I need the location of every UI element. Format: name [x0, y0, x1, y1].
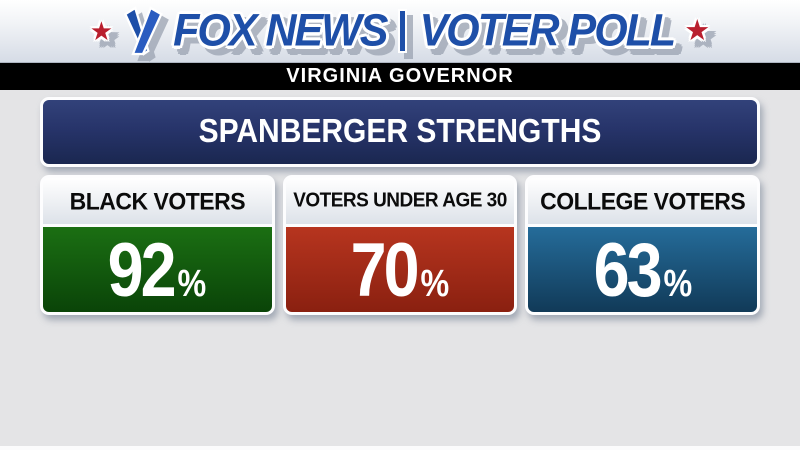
- stat-percentage: 92 %: [108, 231, 207, 307]
- stat-card-value-panel: 92 %: [43, 227, 272, 312]
- product-wordmark: VOTER POLL: [419, 5, 676, 56]
- race-banner: VIRGINIA GOVERNOR: [0, 63, 800, 90]
- top-banner: ★ FOX NEWS VOTER POLL ★: [0, 0, 800, 63]
- fox-news-voter-poll-logo: ★ FOX NEWS VOTER POLL ★: [90, 5, 710, 57]
- headline-text: SPANBERGER STRENGTHS: [198, 113, 602, 150]
- logo-divider: [400, 11, 406, 51]
- stat-card-value-panel: 63 %: [528, 227, 758, 312]
- fox-searchlight-icon: [123, 6, 163, 56]
- percent-sign: %: [420, 261, 450, 305]
- stat-card-header: VOTERS UNDER AGE 30: [285, 178, 515, 224]
- stat-card-under-30: VOTERS UNDER AGE 30 70 %: [282, 175, 518, 315]
- stat-card-college-voters: COLLEGE VOTERS 63 %: [525, 175, 761, 315]
- stat-card-value-panel: 70 %: [285, 227, 515, 312]
- percent-sign: %: [663, 261, 693, 305]
- bottom-edge-strip: [0, 446, 800, 450]
- stat-card-label: BLACK VOTERS: [69, 186, 246, 215]
- brand-wordmark: FOX NEWS: [173, 5, 388, 56]
- headline-box: SPANBERGER STRENGTHS: [40, 97, 760, 167]
- star-icon: ★: [89, 16, 114, 46]
- stat-card-black-voters: BLACK VOTERS 92 %: [40, 175, 275, 315]
- stat-cards-row: BLACK VOTERS 92 % VOTERS UNDER AGE 30 70…: [40, 175, 761, 315]
- race-title: VIRGINIA GOVERNOR: [286, 64, 514, 88]
- stat-percentage: 63 %: [593, 231, 692, 307]
- stat-card-label: VOTERS UNDER AGE 30: [293, 189, 507, 212]
- stat-card-label: COLLEGE VOTERS: [540, 186, 746, 215]
- stat-card-header: BLACK VOTERS: [43, 178, 272, 224]
- stat-card-header: COLLEGE VOTERS: [528, 178, 758, 224]
- star-icon: ★: [684, 14, 711, 47]
- stat-value: 92: [107, 226, 177, 313]
- stat-value: 63: [593, 226, 662, 313]
- stat-value: 70: [350, 226, 420, 313]
- percent-sign: %: [177, 261, 207, 305]
- stat-percentage: 70 %: [351, 231, 450, 307]
